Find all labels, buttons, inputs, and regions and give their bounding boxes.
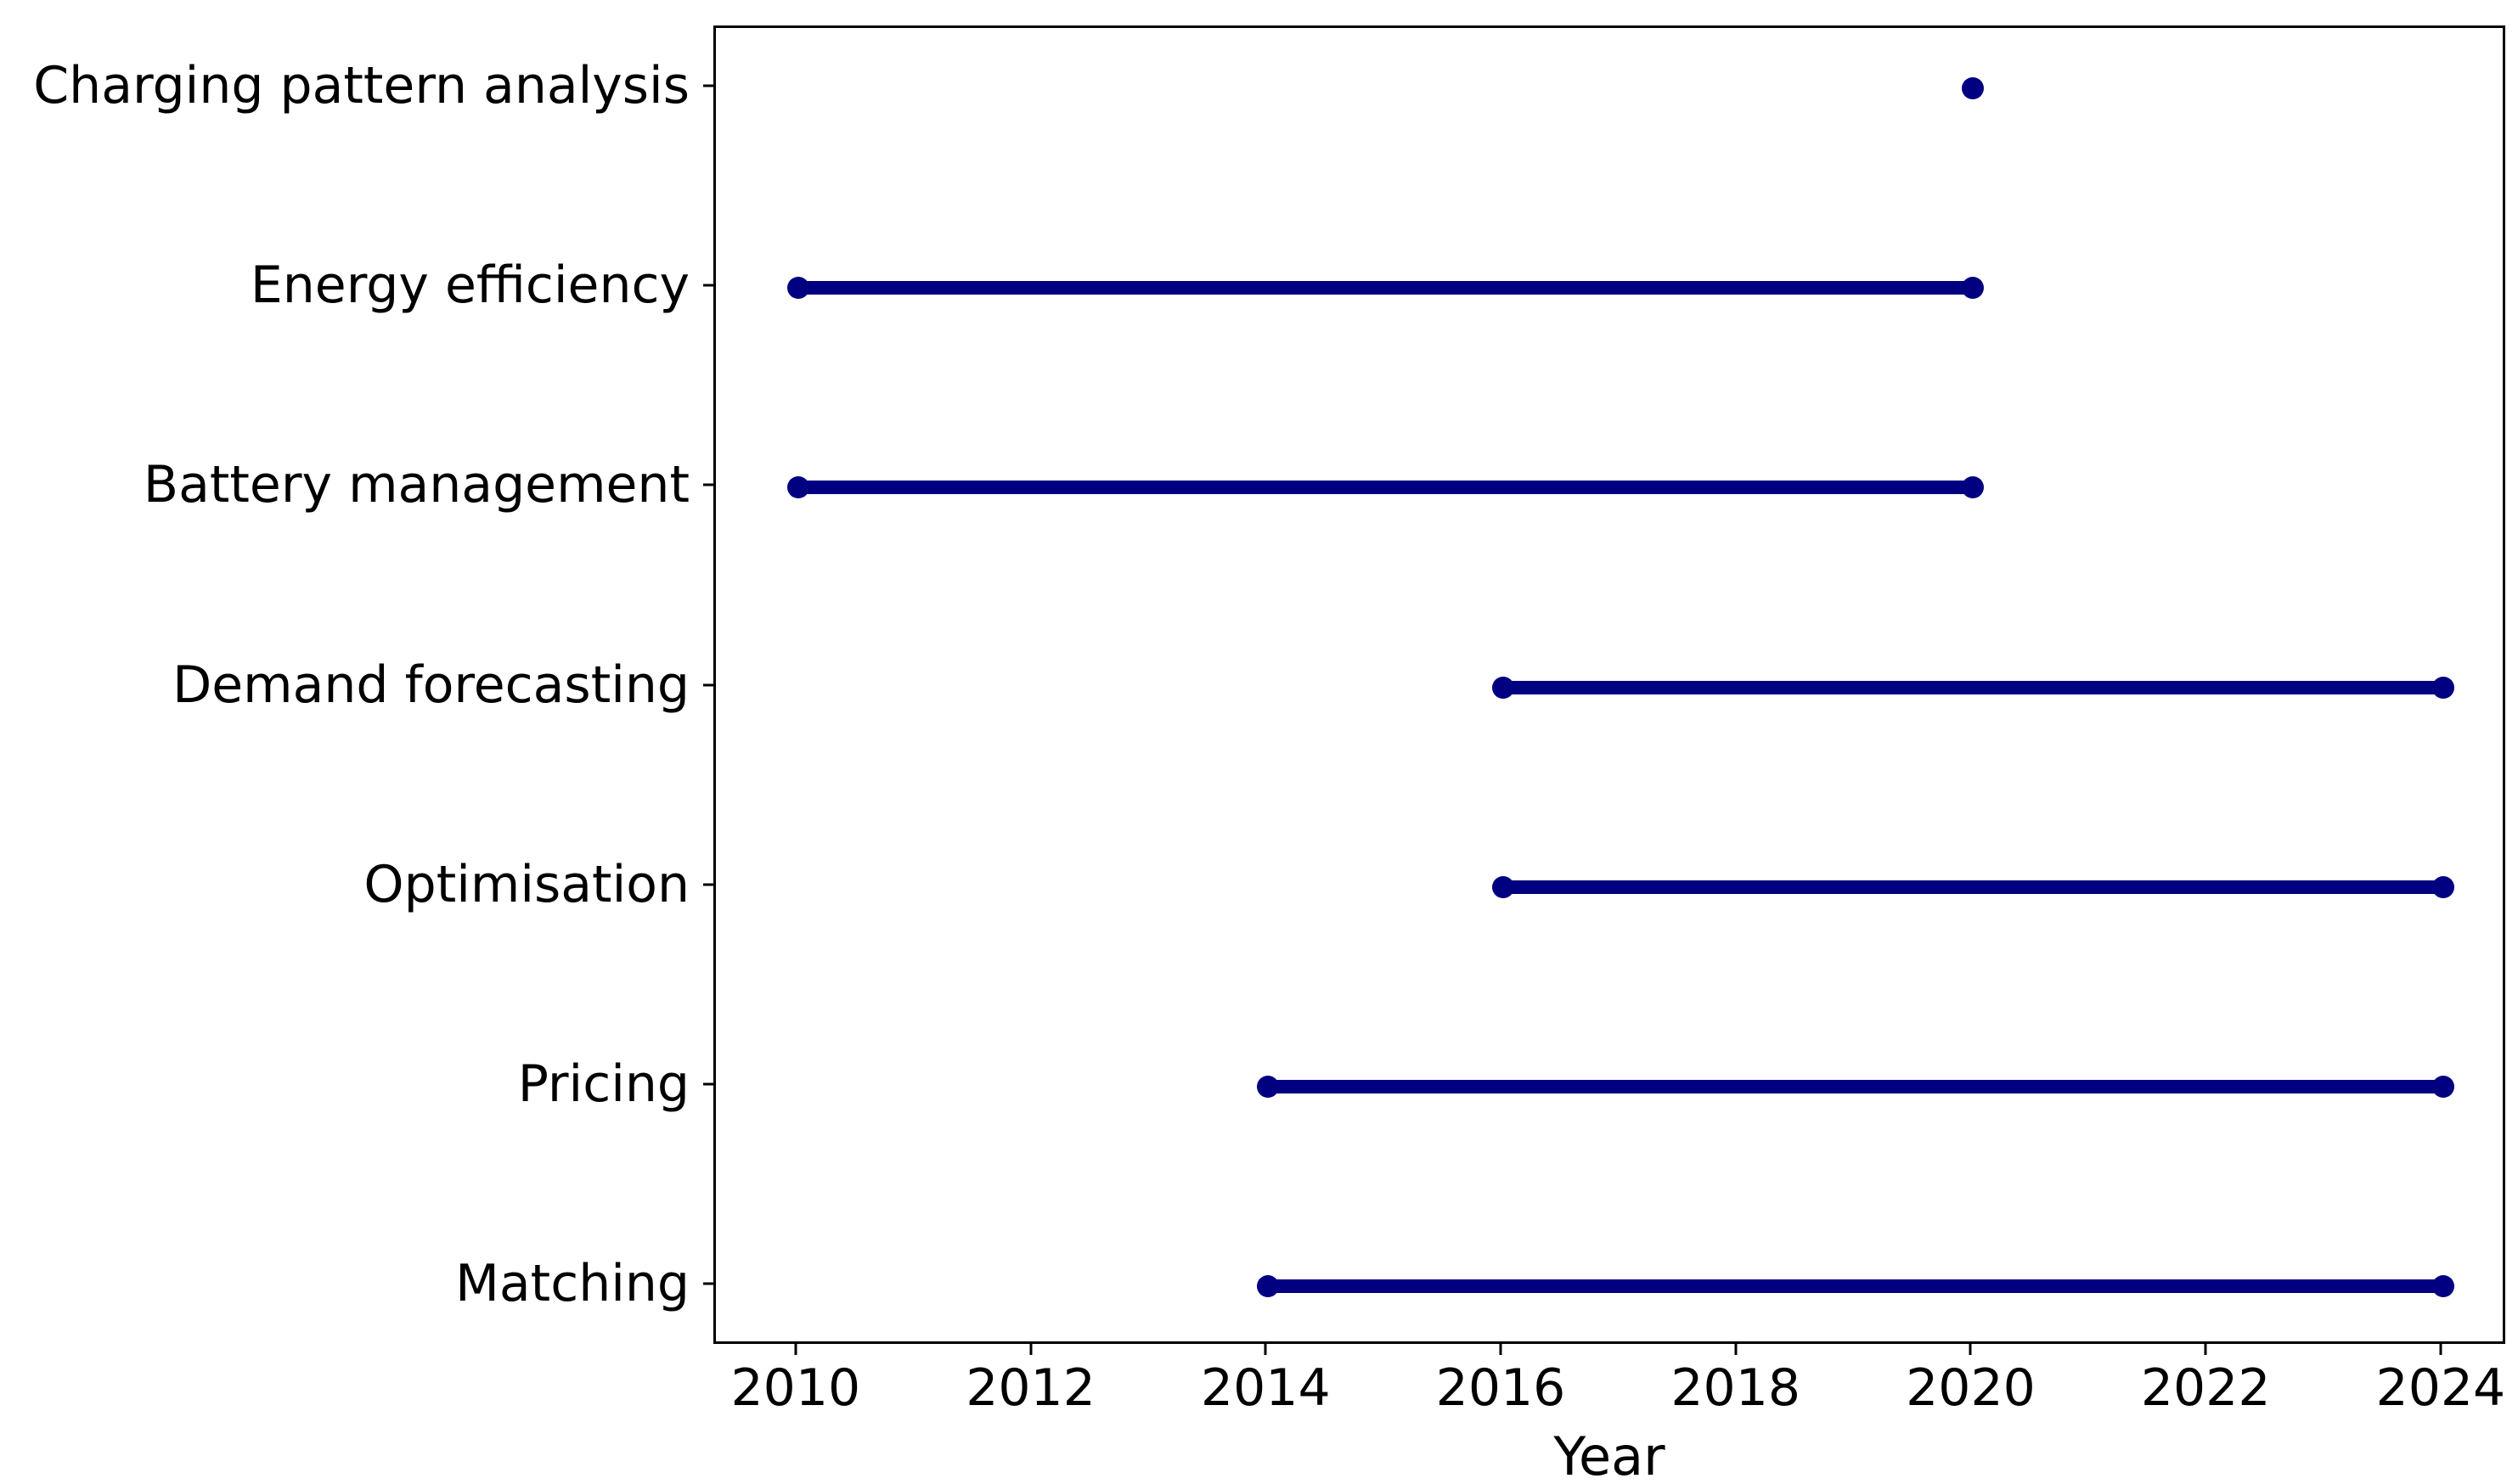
x-axis-tick-label: 2020 [1906,1358,2036,1418]
y-axis-tick [703,683,713,686]
x-axis-tick-label: 2014 [1200,1358,1331,1418]
timeline-bar [797,481,1974,495]
end-point-marker [2431,1075,2454,1098]
x-axis-tick [2439,1344,2442,1355]
start-point-marker [786,277,809,300]
category-label: Energy efficiency [250,256,690,316]
end-point-marker [1962,476,1985,499]
x-axis-tick [2204,1344,2207,1355]
y-axis-tick [703,883,713,886]
y-axis-tick [703,483,713,486]
start-point-marker [786,476,809,499]
end-point-marker [1962,277,1985,300]
timeline-bar [1268,1279,2443,1293]
x-axis-title: Year [1553,1425,1665,1484]
start-point-marker [1962,77,1985,100]
category-label: Optimisation [363,854,690,914]
category-label: Demand forecasting [172,655,690,715]
plot-area [713,25,2505,1344]
category-label: Charging pattern analysis [33,56,690,116]
y-axis-tick [703,284,713,287]
start-point-marker [1492,875,1515,898]
x-axis-tick-label: 2010 [730,1358,861,1418]
start-point-marker [1492,676,1515,699]
x-axis-tick-label: 2022 [2140,1358,2271,1418]
start-point-marker [1257,1274,1280,1297]
timeline-bar [1503,880,2443,894]
x-axis-tick [1264,1344,1267,1355]
x-axis-tick [794,1344,797,1355]
x-axis-tick-label: 2024 [2375,1358,2506,1418]
timeline-bar [1268,1079,2443,1093]
x-axis-tick-label: 2018 [1670,1358,1801,1418]
end-point-marker [2431,676,2454,699]
x-axis-tick [1499,1344,1502,1355]
x-axis-tick-label: 2016 [1435,1358,1566,1418]
x-axis-tick-label: 2012 [966,1358,1096,1418]
category-label: Pricing [517,1054,690,1114]
start-point-marker [1257,1075,1280,1098]
x-axis-tick [1029,1344,1033,1355]
y-axis-tick [703,84,713,87]
x-axis-tick [1969,1344,1972,1355]
timeline-bar [1503,680,2443,694]
timeline-bar [797,281,1974,295]
x-axis-tick [1734,1344,1738,1355]
end-point-marker [2431,875,2454,898]
y-axis-tick [703,1082,713,1086]
category-label: Battery management [143,455,690,515]
end-point-marker [2431,1274,2454,1297]
y-axis-tick [703,1282,713,1285]
category-label: Matching [455,1253,690,1313]
